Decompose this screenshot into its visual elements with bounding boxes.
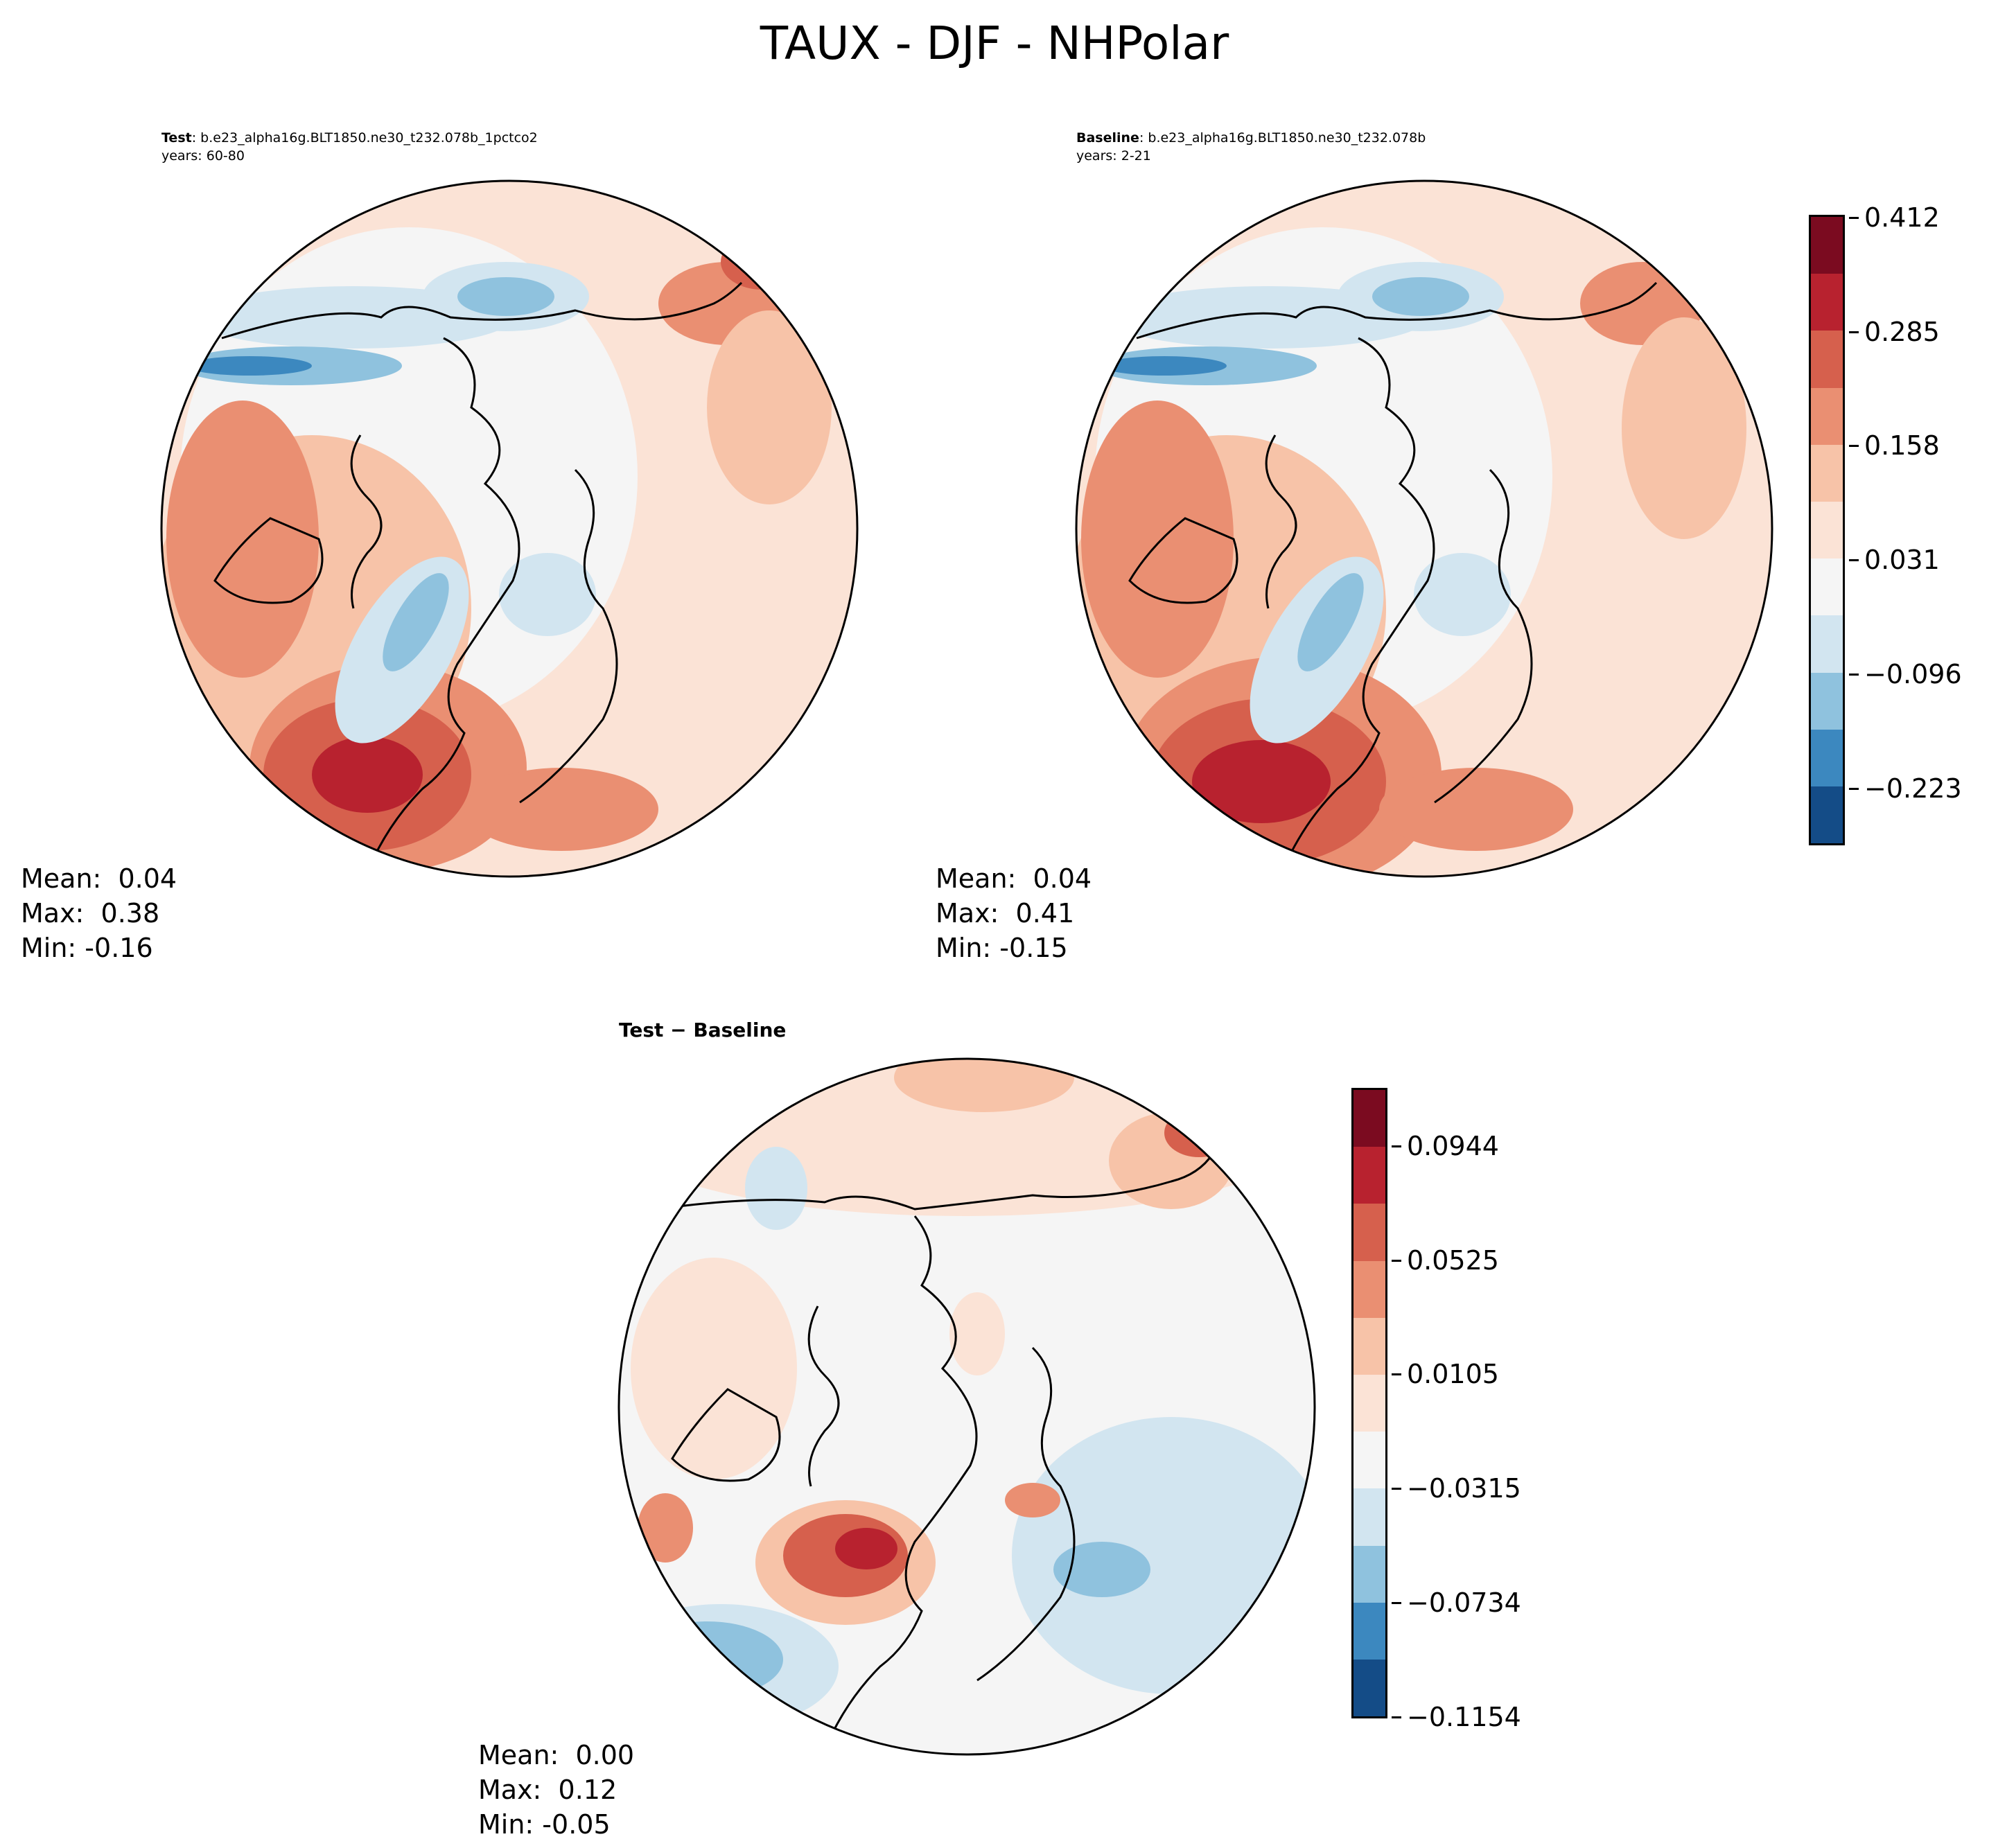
baseline-stats: Mean: 0.04 Max: 0.41 Min: -0.15: [936, 861, 1092, 965]
colorbar-segment: [1353, 1432, 1385, 1489]
test-case: : b.e23_alpha16g.BLT1850.ne30_t232.078b_…: [191, 130, 538, 146]
baseline-mean: Mean: 0.04: [936, 863, 1092, 894]
colorbar2-tick: −0.1154: [1392, 1702, 1521, 1732]
colorbar-segment: [1811, 444, 1843, 502]
colorbar-segment: [1811, 331, 1843, 388]
colorbar-segment: [1353, 1374, 1385, 1432]
colorbar2-tick: 0.0105: [1392, 1359, 1499, 1389]
baseline-label: Baseline: [1076, 130, 1139, 146]
test-stats: Mean: 0.04 Max: 0.38 Min: -0.16: [21, 861, 177, 965]
colorbar-segment: [1353, 1260, 1385, 1318]
colorbar-segment: [1811, 729, 1843, 786]
colorbar-segment: [1353, 1602, 1385, 1660]
colorbar-segment: [1811, 558, 1843, 616]
test-mean: Mean: 0.04: [21, 863, 177, 894]
colorbar-segment: [1353, 1659, 1385, 1717]
colorbar1-tick: −0.223: [1849, 773, 1962, 804]
colorbar2-tick: −0.0734: [1392, 1587, 1521, 1618]
colorbar1-tick: 0.285: [1849, 317, 1940, 347]
baseline-polar-map: [1075, 179, 1773, 878]
baseline-case: : b.e23_alpha16g.BLT1850.ne30_t232.078b: [1139, 130, 1426, 146]
colorbar-segment: [1353, 1090, 1385, 1147]
colorbar-test-baseline: [1809, 215, 1845, 845]
colorbar1-tick: 0.031: [1849, 545, 1940, 575]
diff-title: Test − Baseline: [619, 1019, 787, 1041]
test-max: Max: 0.38: [21, 898, 160, 929]
colorbar-segment: [1811, 615, 1843, 673]
test-polar-map: [160, 179, 859, 878]
colorbar-segment: [1811, 217, 1843, 274]
colorbar2-tick: 0.0525: [1392, 1245, 1499, 1276]
test-label: Test: [161, 130, 192, 146]
colorbar-segment: [1811, 672, 1843, 730]
colorbar-segment: [1811, 501, 1843, 559]
colorbar-segment: [1353, 1545, 1385, 1603]
colorbar-segment: [1811, 274, 1843, 331]
test-caption: Test: b.e23_alpha16g.BLT1850.ne30_t232.0…: [161, 129, 538, 165]
colorbar-segment: [1353, 1204, 1385, 1261]
colorbar2-tick: 0.0944: [1392, 1131, 1499, 1161]
colorbar-segment: [1811, 786, 1843, 844]
test-min: Min: -0.16: [21, 933, 153, 963]
colorbar-segment: [1353, 1488, 1385, 1546]
diff-mean: Mean: 0.00: [478, 1740, 635, 1770]
diff-polar-map: [617, 1057, 1316, 1756]
colorbar-diff: [1351, 1088, 1387, 1718]
figure-title: TAUX - DJF - NHPolar: [760, 17, 1229, 70]
colorbar1-tick: −0.096: [1849, 659, 1962, 689]
colorbar2-tick: −0.0315: [1392, 1473, 1521, 1504]
colorbar-segment: [1811, 387, 1843, 445]
baseline-caption: Baseline: b.e23_alpha16g.BLT1850.ne30_t2…: [1076, 129, 1426, 165]
colorbar-segment: [1353, 1317, 1385, 1375]
colorbar-segment: [1353, 1147, 1385, 1204]
baseline-min: Min: -0.15: [936, 933, 1068, 963]
diff-max: Max: 0.12: [478, 1775, 617, 1805]
diff-min: Min: -0.05: [478, 1809, 611, 1840]
colorbar1-tick: 0.412: [1849, 202, 1940, 233]
test-years: years: 60-80: [161, 148, 245, 164]
baseline-max: Max: 0.41: [936, 898, 1075, 929]
baseline-years: years: 2-21: [1076, 148, 1151, 164]
diff-stats: Mean: 0.00 Max: 0.12 Min: -0.05: [478, 1738, 634, 1842]
colorbar1-tick: 0.158: [1849, 430, 1940, 461]
